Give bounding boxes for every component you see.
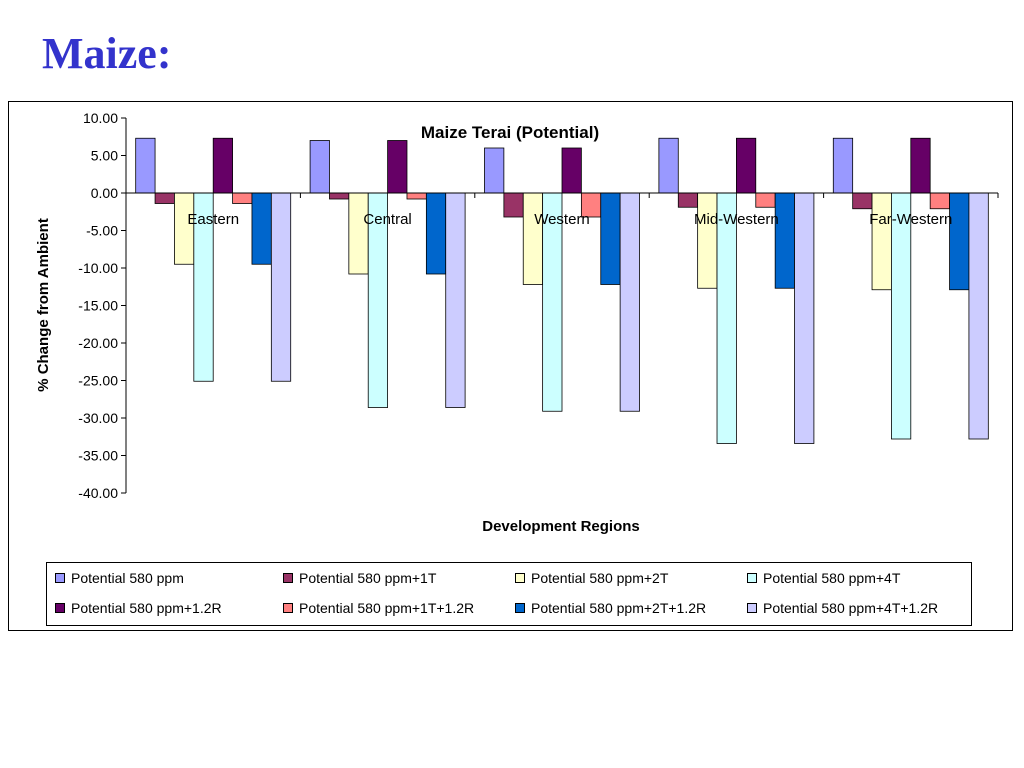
bars-layer [135, 137, 989, 444]
bar [484, 147, 505, 194]
y-tick-label: -30.00 [78, 410, 118, 426]
bar [677, 192, 699, 208]
legend-item: Potential 580 ppm+4T [747, 570, 900, 586]
y-tick-label: -25.00 [78, 373, 118, 389]
y-tick-label: 5.00 [91, 148, 118, 164]
bar [174, 192, 195, 265]
bar [135, 137, 156, 194]
y-tick-label: 0.00 [91, 185, 118, 201]
bar [697, 192, 718, 289]
bar [387, 140, 408, 194]
legend-swatch [283, 573, 293, 583]
legend-label: Potential 580 ppm+1T [299, 570, 437, 586]
bar [348, 192, 369, 275]
bar [891, 192, 912, 440]
bar [425, 192, 447, 275]
bar [232, 192, 253, 204]
bar [329, 192, 350, 200]
y-axis-label: % Change from Ambient [35, 218, 52, 392]
legend-label: Potential 580 ppm+4T+1.2R [763, 600, 939, 616]
y-tick-label: -35.00 [78, 448, 118, 464]
x-category-label: Central [363, 211, 411, 228]
bar [852, 192, 873, 210]
bar [716, 192, 737, 444]
bar [910, 137, 931, 194]
bar [794, 192, 815, 444]
bar [736, 137, 757, 194]
bar [212, 137, 233, 194]
bar [445, 192, 466, 408]
legend-item: Potential 580 ppm+1T+1.2R [283, 600, 474, 616]
bar [154, 192, 175, 204]
legend-item: Potential 580 ppm [55, 570, 184, 586]
x-category-label: Eastern [187, 211, 239, 228]
legend-swatch [515, 603, 525, 613]
x-category-label: Western [534, 211, 590, 228]
legend-label: Potential 580 ppm+1.2R [71, 600, 222, 616]
legend-item: Potential 580 ppm+4T+1.2R [747, 600, 938, 616]
legend: Potential 580 ppm Potential 580 ppm+1T Pot… [46, 562, 972, 626]
legend-swatch [55, 573, 65, 583]
legend-item: Potential 580 ppm+1.2R [55, 600, 222, 616]
chart-title: Maize Terai (Potential) [421, 123, 599, 142]
bar [774, 192, 795, 289]
y-tick-label: 10.00 [83, 110, 118, 126]
legend-swatch [515, 573, 525, 583]
legend-swatch [747, 573, 757, 583]
x-category-label: Mid-Western [694, 211, 779, 228]
bar [406, 192, 427, 200]
bar [929, 192, 950, 210]
legend-item: Potential 580 ppm+2T+1.2R [515, 600, 706, 616]
bar [755, 192, 776, 208]
bar [832, 137, 854, 194]
legend-label: Potential 580 ppm+1T+1.2R [299, 600, 475, 616]
legend-label: Potential 580 ppm [71, 570, 184, 586]
bar [522, 192, 544, 285]
bar [561, 147, 582, 194]
legend-item: Potential 580 ppm+1T [283, 570, 436, 586]
bar [619, 192, 640, 412]
legend-label: Potential 580 ppm+4T [763, 570, 901, 586]
bar [968, 192, 989, 440]
x-axis-label: Development Regions [482, 518, 640, 535]
x-category-label: Far-Western [869, 211, 952, 228]
bar [270, 192, 292, 382]
slide-title: Maize: [42, 29, 172, 78]
legend-label: Potential 580 ppm+2T [531, 570, 669, 586]
bar [600, 192, 621, 285]
bar [251, 192, 272, 265]
axes-layer: 10.00 5.00 0.00 -5.00 -10.00 -15.00 -20.00 -25.… [78, 110, 999, 501]
legend-label: Potential 580 ppm+2T+1.2R [531, 600, 707, 616]
y-tick-label: -5.00 [86, 223, 118, 239]
y-tick-label: -10.00 [78, 260, 118, 276]
legend-swatch [55, 603, 65, 613]
legend-swatch [747, 603, 757, 613]
bar [871, 192, 892, 291]
y-tick-label: -15.00 [78, 298, 118, 314]
bar [949, 192, 970, 291]
legend-swatch [283, 603, 293, 613]
y-tick-label: -40.00 [78, 485, 118, 501]
legend-item: Potential 580 ppm+2T [515, 570, 668, 586]
bar [658, 137, 679, 194]
bar [503, 192, 524, 218]
y-tick-label: -20.00 [78, 335, 118, 351]
bar [309, 140, 330, 194]
